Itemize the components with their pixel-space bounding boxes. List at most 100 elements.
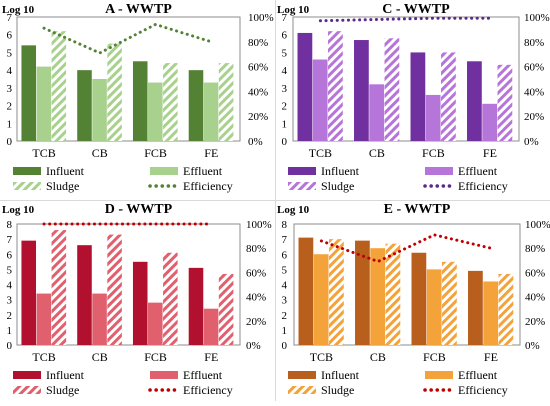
legend-item: Influent xyxy=(13,164,85,178)
left-tick-label: 7 xyxy=(7,234,13,246)
legend-label: Influent xyxy=(321,368,360,382)
left-tick-label: 3 xyxy=(7,295,13,307)
legend-item: Influent xyxy=(13,368,85,382)
right-tick-label: 0% xyxy=(524,136,539,148)
sludge-bar xyxy=(107,234,122,345)
right-tick-label: 0% xyxy=(246,340,261,352)
effluent-bar xyxy=(36,66,52,141)
legend-item: Sludge xyxy=(13,383,79,397)
influent-bar xyxy=(411,252,427,345)
right-tick-label: 100% xyxy=(246,219,272,231)
effluent-bar xyxy=(148,82,163,141)
left-tick-label: 6 xyxy=(7,30,13,42)
legend-swatch xyxy=(288,167,316,175)
category-label: FE xyxy=(204,146,218,160)
left-tick-label: 3 xyxy=(7,83,13,95)
legend-item: Sludge xyxy=(288,383,354,397)
legend-label: Effluent xyxy=(183,368,223,382)
influent-bar xyxy=(132,261,148,345)
effluent-bar xyxy=(425,94,441,141)
influent-bar xyxy=(77,70,92,141)
effluent-bar xyxy=(203,308,219,345)
left-tick-label: 5 xyxy=(7,47,13,59)
legend-item: Influent xyxy=(288,368,360,382)
sludge-bar xyxy=(107,43,122,142)
legend-label: Effluent xyxy=(458,368,498,382)
influent-bar xyxy=(77,245,92,345)
legend-item: Effluent xyxy=(150,368,223,382)
y-axis-label: Log 10 xyxy=(2,204,35,216)
legend-label: Sludge xyxy=(46,383,79,397)
effluent-bar xyxy=(369,84,385,141)
left-tick-label: 4 xyxy=(7,65,13,77)
sludge-bar xyxy=(442,261,457,345)
legend-item: Efficiency xyxy=(148,383,233,397)
effluent-bar xyxy=(36,293,52,345)
legend-item: Effluent xyxy=(150,164,223,178)
right-tick-label: 80% xyxy=(246,243,266,255)
legend-label: Effluent xyxy=(183,164,223,178)
category-label: FE xyxy=(484,350,498,364)
legend-label: Efficiency xyxy=(183,179,233,193)
right-tick-label: 100% xyxy=(525,219,550,231)
influent-bar xyxy=(188,267,204,345)
legend-label: Influent xyxy=(321,164,360,178)
legend-swatch xyxy=(150,371,178,379)
right-tick-label: 20% xyxy=(248,111,268,123)
influent-bar xyxy=(298,237,314,345)
category-label: TCB xyxy=(310,350,333,364)
category-label: CB xyxy=(92,146,108,160)
legend-swatch xyxy=(150,167,178,175)
legend-label: Effluent xyxy=(458,164,498,178)
panel-title: A - WWTP xyxy=(105,2,172,17)
left-tick-label: 2 xyxy=(282,310,288,322)
left-tick-label: 0 xyxy=(7,136,13,148)
sludge-bar xyxy=(385,243,401,345)
legend-swatch xyxy=(13,182,41,190)
left-tick-label: 1 xyxy=(282,325,288,337)
category-label: TCB xyxy=(32,350,55,364)
left-tick-label: 4 xyxy=(7,280,13,292)
left-tick-label: 6 xyxy=(7,249,13,261)
legend-item: Efficiency xyxy=(423,383,508,397)
sludge-bar xyxy=(441,52,456,141)
left-tick-label: 2 xyxy=(7,310,13,322)
left-tick-label: 4 xyxy=(282,280,288,292)
category-label: FE xyxy=(204,350,218,364)
category-label: TCB xyxy=(309,146,332,160)
effluent-bar xyxy=(482,103,498,141)
category-label: FCB xyxy=(144,350,167,364)
legend-label: Sludge xyxy=(46,179,79,193)
right-tick-label: 40% xyxy=(246,292,266,304)
left-tick-label: 8 xyxy=(282,219,288,231)
plot-frame xyxy=(293,223,521,346)
effluent-bar xyxy=(92,293,107,345)
category-label: FCB xyxy=(423,350,446,364)
category-label: CB xyxy=(92,350,108,364)
category-label: FE xyxy=(483,146,497,160)
chart-panel: A - WWTP Log 10 0 1 2 3 4 5 6 7 0% 20% 40% 60% 80% 100%… xyxy=(2,2,274,193)
legend-item: Effluent xyxy=(425,368,498,382)
influent-bar xyxy=(468,270,483,345)
legend-label: Efficiency xyxy=(458,179,508,193)
right-tick-label: 0% xyxy=(525,340,540,352)
right-tick-label: 60% xyxy=(246,267,266,279)
legend-item: Sludge xyxy=(288,179,354,193)
plot-frame xyxy=(292,16,520,142)
effluent-bar xyxy=(148,302,163,345)
legend-swatch xyxy=(425,167,453,175)
influent-bar xyxy=(297,32,313,141)
effluent-bar xyxy=(483,281,499,345)
right-tick-label: 20% xyxy=(525,316,545,328)
left-tick-label: 5 xyxy=(282,264,288,276)
influent-bar xyxy=(410,52,426,141)
sludge-bar xyxy=(51,230,67,345)
left-tick-label: 0 xyxy=(282,340,288,352)
left-tick-label: 1 xyxy=(282,118,288,130)
legend-label: Efficiency xyxy=(458,383,508,397)
effluent-bar xyxy=(426,269,442,345)
effluent-bar xyxy=(312,59,328,142)
